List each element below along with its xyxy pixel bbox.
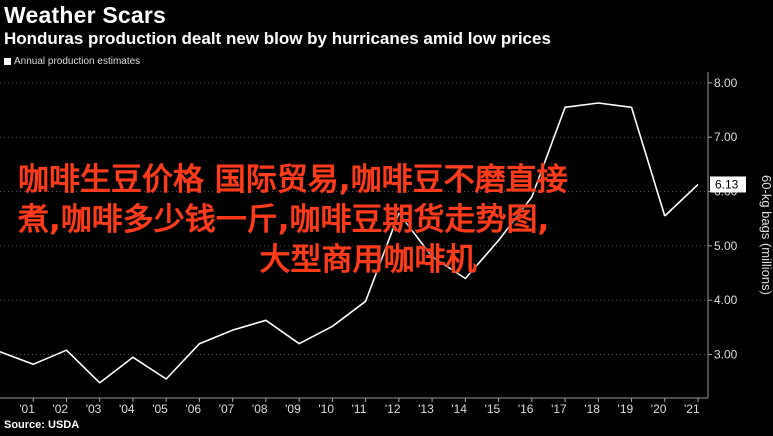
source-note: Source: USDA — [4, 419, 80, 431]
x-tick-label: '03 — [86, 402, 102, 416]
x-tick-label: '19 — [618, 402, 634, 416]
x-tick-label: '07 — [219, 402, 235, 416]
x-tick-label: '15 — [485, 402, 501, 416]
x-tick-label: '08 — [252, 402, 268, 416]
x-tick-label: '11 — [352, 402, 367, 416]
chart-subtitle: Honduras production dealt new blow by hu… — [4, 29, 551, 48]
x-tick-label: '13 — [418, 402, 434, 416]
y-tick-label: 5.00 — [714, 239, 738, 253]
overlay-line-3: 大型商用咖啡机 — [259, 242, 477, 278]
y-tick-label: 7.00 — [714, 130, 738, 144]
legend-swatch — [4, 58, 11, 65]
x-tick-label: '02 — [52, 402, 68, 416]
current-value-label-bg — [710, 176, 746, 193]
series-line-annual-production — [0, 102, 666, 384]
y-tick-label: 4.00 — [714, 293, 738, 307]
y-tick-label: 3.00 — [714, 348, 738, 362]
y-axis-title: 60-kg bags (millions) — [759, 175, 773, 295]
x-tick-label: '16 — [518, 402, 534, 416]
x-tick-label: '18 — [584, 402, 600, 416]
watermark-overlay-text: 咖啡生豆价格 国际贸易,咖啡豆不磨直接 煮,咖啡多少钱一斤,咖啡豆期货走势图, … — [18, 160, 718, 280]
x-tick-label: '06 — [185, 402, 201, 416]
x-tick-label: '17 — [551, 402, 567, 416]
y-tick-label: 8.00 — [714, 76, 738, 90]
chart-title: Weather Scars — [4, 2, 166, 28]
legend-label: Annual production estimates — [14, 56, 141, 67]
overlay-line-1: 咖啡生豆价格 国际贸易,咖啡豆不磨直接 — [18, 162, 568, 198]
x-tick-label: '10 — [318, 402, 334, 416]
x-tick-label: '20 — [651, 402, 667, 416]
overlay-line-2: 煮,咖啡多少钱一斤,咖啡豆期货走势图, — [18, 202, 550, 238]
x-tick-label: '01 — [19, 402, 35, 416]
series-line-last-segment — [664, 183, 699, 217]
x-tick-label: '04 — [119, 402, 135, 416]
x-tick-label: '14 — [451, 402, 467, 416]
current-value-label: 6.13 — [715, 177, 739, 191]
x-tick-label: '09 — [285, 402, 301, 416]
x-tick-label: '05 — [152, 402, 168, 416]
chart-legend: Annual production estimates — [4, 56, 140, 67]
x-tick-label: '12 — [385, 402, 401, 416]
x-tick-label: '21 — [684, 402, 700, 416]
